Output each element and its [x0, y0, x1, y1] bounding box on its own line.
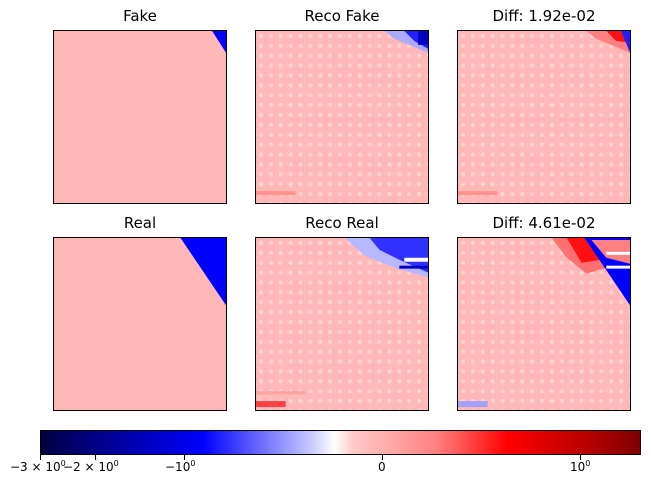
colorbar-tick	[184, 455, 185, 460]
panel-title-reco-fake: Reco Fake	[304, 7, 380, 25]
heatmap-diff-real	[457, 237, 631, 411]
colorbar-tick	[382, 455, 383, 460]
heatmap-real	[53, 237, 227, 411]
colorbar-tick-label: 100	[570, 459, 591, 474]
colorbar-tick-label: −100	[165, 459, 196, 474]
colorbar-tick-label: −3 × 100	[10, 459, 66, 474]
colorbar-tick-label: 0	[378, 460, 386, 474]
colorbar	[40, 430, 641, 455]
colorbar-tick	[40, 455, 41, 460]
panel-title-real: Real	[123, 214, 157, 232]
panel-title-diff-real: Diff: 4.61e-02	[492, 214, 596, 232]
colorbar-tick	[580, 455, 581, 460]
heatmap-fake	[53, 30, 227, 204]
panel-title-reco-real: Reco Real	[305, 214, 379, 232]
heatmap-reco-real	[255, 237, 429, 411]
heatmap-reco-fake	[255, 30, 429, 204]
heatmap-diff-fake	[457, 30, 631, 204]
panel-title-diff-fake: Diff: 1.92e-02	[492, 7, 596, 25]
colorbar-tick-label: −2 × 100	[63, 459, 119, 474]
colorbar-tick	[95, 455, 96, 460]
panel-title-fake: Fake	[123, 7, 157, 25]
